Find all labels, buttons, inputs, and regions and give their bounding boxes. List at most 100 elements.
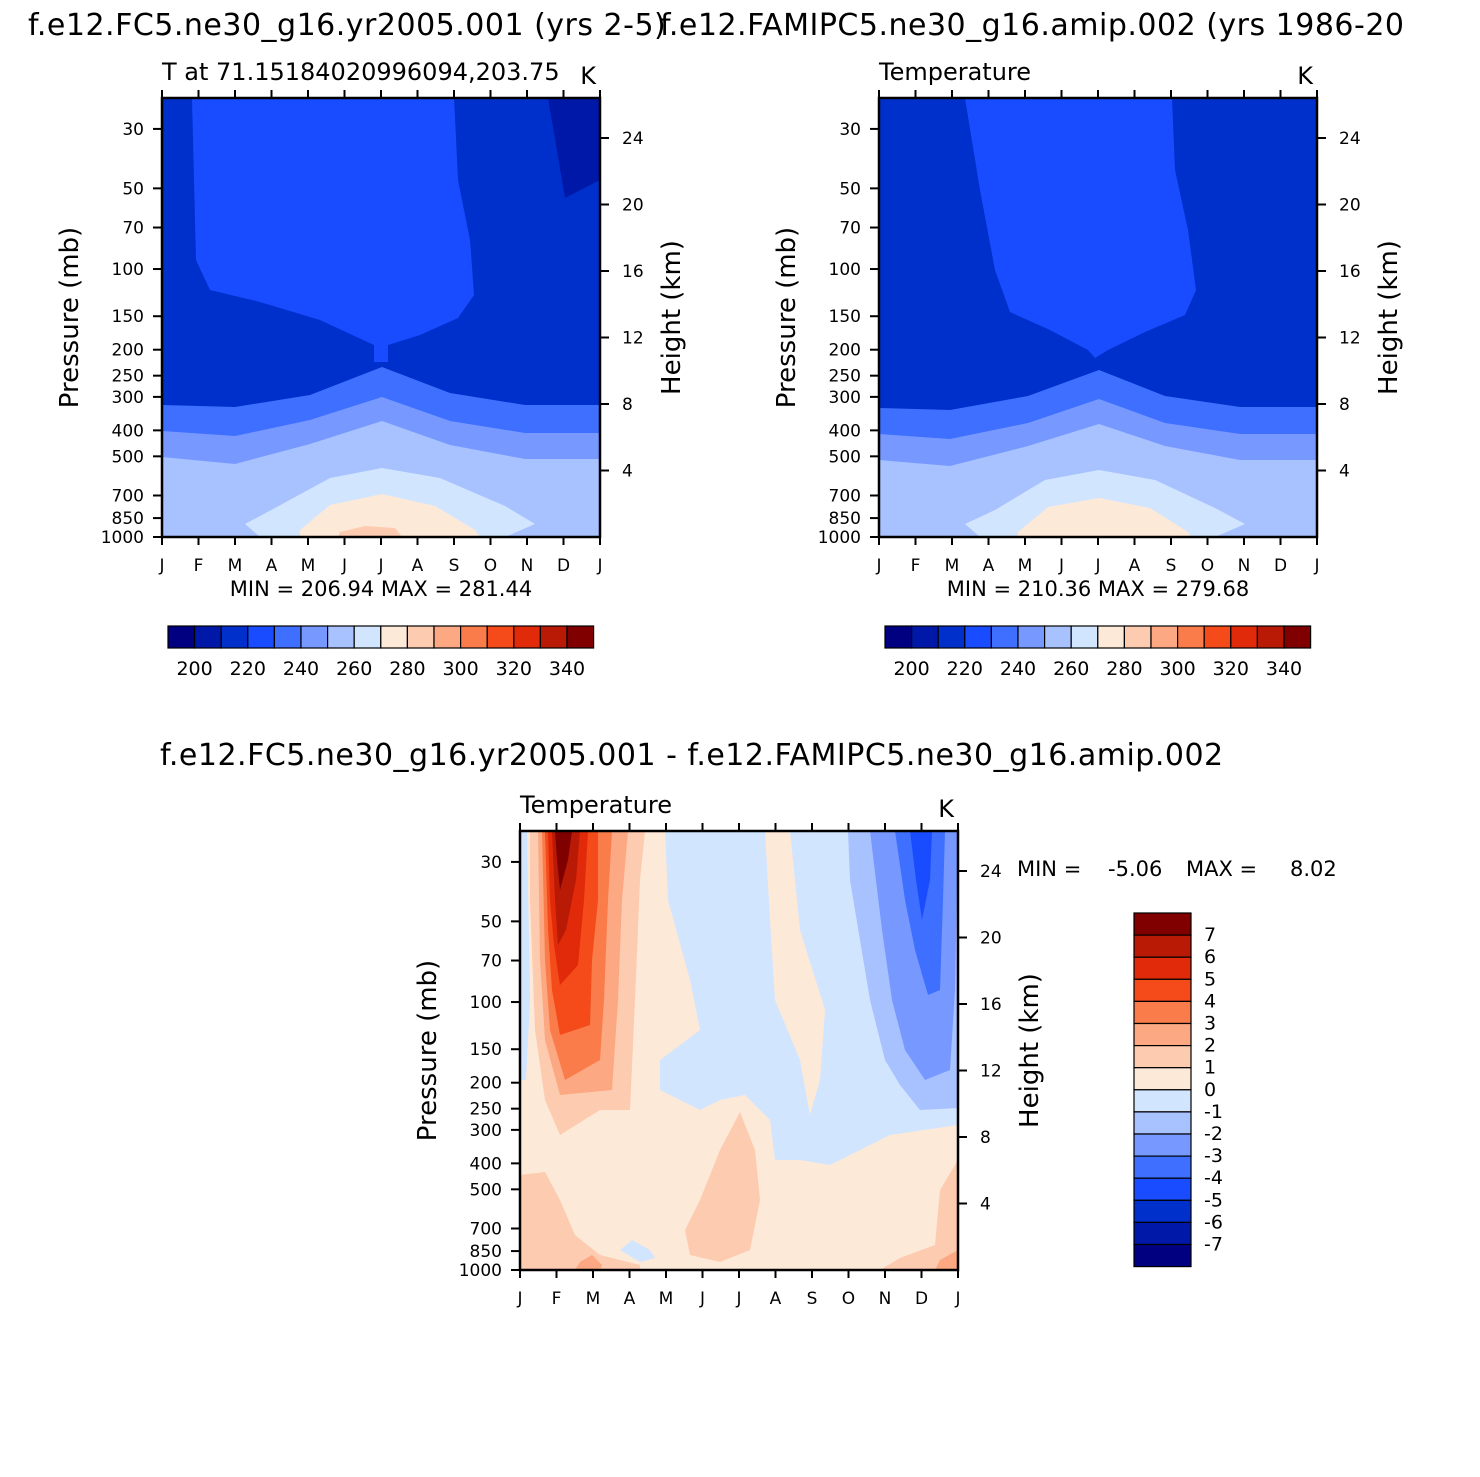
panel2-y2tick-label: 8 — [980, 1128, 991, 1148]
colorbar-left-box — [247, 625, 276, 649]
diff-band-low-mid — [685, 1112, 760, 1262]
panel0-ytick-label: 500 — [112, 447, 144, 467]
colorbar-right-box — [1043, 625, 1072, 649]
right-contour-field — [879, 98, 1317, 537]
left-panel-title: f.e12.FC5.ne30_g16.yr2005.001 (yrs 2-5) — [28, 8, 667, 43]
panel0-y2tick-label: 4 — [622, 461, 633, 481]
diff-contour-field — [520, 831, 958, 1270]
panel1-units: K — [1297, 62, 1314, 90]
diff-band-low-right2 — [935, 1250, 958, 1270]
diff-band-pos0b — [765, 831, 825, 1115]
panel2-stats-max: MAX = — [1186, 857, 1257, 881]
diff-band-neg4 — [910, 831, 932, 920]
panel0-y2tick-label: 16 — [622, 262, 644, 282]
panel1-xtick-label: N — [1238, 556, 1251, 576]
colorbar-right-label: 260 — [1053, 658, 1089, 680]
colorbar-diff-label: 4 — [1204, 990, 1216, 1012]
colorbar-diff-box — [1133, 912, 1192, 936]
colorbar-diff-label: 1 — [1204, 1057, 1216, 1079]
panel0-ytick-label: 30 — [122, 120, 144, 140]
colorbar-left-box — [406, 625, 435, 649]
panel0-xtick-label: J — [377, 556, 383, 576]
panel0-ytick-label: 250 — [112, 367, 144, 387]
panel1-xtick-label: F — [911, 556, 921, 576]
colorbar-diff-label: 5 — [1204, 968, 1216, 990]
colorbar-right-box — [1176, 625, 1205, 649]
panel2-ytick-label: 100 — [470, 993, 502, 1013]
panel2-subtitle: Temperature — [519, 791, 672, 819]
panel2-stats-min-val: -5.06 — [1108, 857, 1162, 881]
panel0-ylabel: Pressure (mb) — [55, 227, 85, 408]
colorbar-left-box — [167, 625, 196, 649]
colorbar-left-box — [380, 625, 408, 649]
diff-band-pos7 — [555, 831, 572, 890]
panel1-ytick-label: 850 — [829, 509, 861, 529]
right-panel-title: f.e12.FAMIPC5.ne30_g16.amip.002 (yrs 198… — [660, 8, 1405, 43]
colorbar-diff-label: 2 — [1204, 1035, 1216, 1057]
panel1-y2tick-label: 4 — [1339, 461, 1350, 481]
panel1-xtick-label: A — [983, 556, 995, 576]
panel0-y2label: Height (km) — [657, 240, 687, 395]
colorbar-diff-box — [1133, 978, 1192, 1002]
panel2-y2tick-label: 12 — [980, 1061, 1002, 1081]
colorbar-left-label: 300 — [442, 658, 478, 680]
panel2-xtick-label: J — [699, 1289, 705, 1309]
panel1-y2tick-label: 8 — [1339, 395, 1350, 415]
panel2-y2tick-label: 4 — [980, 1194, 991, 1214]
panel2-stats-max-val: 8.02 — [1290, 857, 1337, 881]
colorbar-left-box — [220, 625, 249, 649]
colorbar-diff-box — [1133, 1022, 1192, 1047]
colorbar-right-box — [1017, 625, 1046, 649]
colorbar-diff-box — [1133, 1155, 1192, 1179]
colorbar-left-label: 220 — [230, 658, 266, 680]
colorbar-left-box — [327, 625, 355, 649]
colorbar-right-box — [937, 625, 966, 649]
colorbar-right-box — [1097, 625, 1126, 649]
panel1-ytick-label: 100 — [829, 260, 861, 280]
panel0-ytick-label: 50 — [122, 179, 144, 199]
panel1-ytick-label: 50 — [839, 179, 861, 199]
colorbar-diff-label: -3 — [1204, 1145, 1223, 1167]
colorbar-diff-box — [1133, 1133, 1192, 1157]
colorbar-diff-label: -7 — [1204, 1234, 1223, 1256]
colorbar-left-box — [460, 625, 488, 649]
colorbar-diff-box — [1133, 934, 1192, 958]
panel2-ytick-label: 30 — [480, 853, 502, 873]
panel0-xtick-label: D — [557, 556, 570, 576]
panel0-ytick-label: 200 — [112, 341, 144, 361]
panel1-y2tick-label: 16 — [1339, 262, 1361, 282]
panel1-ytick-label: 150 — [829, 307, 861, 327]
colorbar-left-box — [273, 625, 302, 649]
panel1-xtick-label: A — [1129, 556, 1141, 576]
panel2-ylabel: Pressure (mb) — [413, 960, 443, 1141]
colorbar-diff-box — [1133, 1199, 1192, 1224]
panel0-xtick-label: N — [521, 556, 534, 576]
panel0-xtick-label: A — [412, 556, 424, 576]
panel1-xtick-label: O — [1201, 556, 1214, 576]
colorbar-right-label: 200 — [893, 658, 929, 680]
colorbar-left-box — [539, 625, 568, 649]
panel1-ytick-label: 200 — [829, 341, 861, 361]
panel1-y2label: Height (km) — [1374, 240, 1404, 395]
colorbar-diff-box — [1133, 1000, 1192, 1025]
colorbar-diff-label: -2 — [1204, 1123, 1223, 1145]
colorbar-left-box — [353, 625, 382, 649]
colorbar-right-label: 280 — [1106, 658, 1142, 680]
panel2-y2label: Height (km) — [1015, 973, 1045, 1128]
colorbar-left-box — [486, 625, 515, 649]
colorbar-right-box — [1070, 625, 1099, 649]
colorbar-diff-box — [1133, 1067, 1192, 1091]
panel0-xtick-label: M — [301, 556, 316, 576]
panel0-xtick-label: S — [449, 556, 460, 576]
panel1-xtick-label: J — [1313, 556, 1319, 576]
panel1-ytick-label: 700 — [829, 486, 861, 506]
panel2-ytick-label: 400 — [470, 1154, 502, 1174]
colorbar-right-box — [884, 625, 913, 649]
colorbar-right-box — [990, 625, 1019, 649]
colorbar-diff-box — [1133, 1044, 1192, 1069]
panel0-xtick-label: O — [484, 556, 497, 576]
left-band-275 — [300, 494, 480, 537]
colorbar-right-box — [1203, 625, 1232, 649]
colorbar-left-box — [433, 625, 462, 649]
panel1-ylabel: Pressure (mb) — [772, 227, 802, 408]
